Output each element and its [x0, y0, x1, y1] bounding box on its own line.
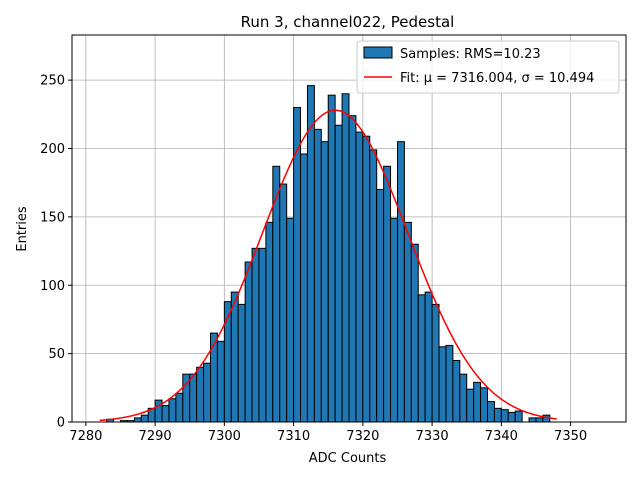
- histogram-bar: [223, 301, 232, 423]
- histogram-bar: [528, 417, 537, 423]
- histogram-bar: [175, 392, 184, 423]
- histogram-bar: [514, 410, 523, 423]
- histogram-bar: [334, 124, 343, 423]
- x-tick-label: 7290: [139, 429, 172, 444]
- legend-box: [356, 40, 620, 94]
- histogram-bar: [362, 135, 371, 423]
- histogram-bar: [493, 407, 502, 423]
- histogram-bar: [348, 115, 357, 423]
- histogram-bar: [154, 399, 163, 423]
- y-tick-label: 200: [40, 142, 65, 157]
- legend-swatch-samples: [363, 46, 393, 59]
- histogram-bar: [459, 373, 468, 423]
- x-tick-label: 7300: [208, 429, 241, 444]
- y-tick-label: 0: [57, 416, 65, 431]
- histogram-bar: [431, 303, 440, 423]
- x-tick-label: 7340: [485, 429, 518, 444]
- histogram-bar: [140, 414, 149, 423]
- x-tick-label: 7330: [416, 429, 449, 444]
- y-tick-label: 50: [48, 347, 65, 362]
- legend-label-samples: Samples: RMS=10.23: [400, 47, 541, 62]
- histogram-bar: [244, 261, 253, 423]
- histogram-bar: [424, 291, 433, 423]
- chart-title: Run 3, channel022, Pedestal: [241, 13, 455, 31]
- histogram-bar: [445, 344, 454, 423]
- histogram-bar: [210, 332, 218, 423]
- histogram-bar: [390, 217, 398, 423]
- histogram-bar: [189, 373, 198, 423]
- histogram-bar: [327, 94, 336, 423]
- x-tick-label: 7280: [69, 429, 102, 444]
- fit-curve: [99, 109, 557, 422]
- x-tick-label: 7350: [554, 429, 587, 444]
- histogram-bar: [265, 221, 274, 423]
- histogram-bar: [535, 417, 544, 423]
- histogram-bar: [452, 359, 461, 423]
- y-tick-label: 150: [40, 210, 65, 225]
- y-axis-label: Entries: [15, 206, 30, 252]
- histogram-bar: [258, 247, 267, 423]
- histogram-bar: [396, 141, 405, 423]
- histogram-bar: [383, 165, 392, 423]
- legend-label-fit: Fit: μ = 7316.004, σ = 10.494: [400, 71, 594, 86]
- histogram-bar: [203, 362, 211, 423]
- histogram-bar: [286, 217, 295, 423]
- histogram-bar: [438, 346, 447, 423]
- y-axis-ticks: 0 50 100 150 200 250: [40, 74, 72, 431]
- histogram-bar: [403, 221, 412, 423]
- histogram-bar: [168, 398, 177, 423]
- histogram-bar: [487, 400, 495, 423]
- histogram-bar: [320, 141, 329, 423]
- histogram-bar: [417, 294, 426, 423]
- x-axis-label: ADC Counts: [309, 451, 387, 466]
- legend: Samples: RMS=10.23 Fit: μ = 7316.004, σ …: [356, 40, 620, 94]
- histogram-bar: [251, 247, 260, 423]
- histogram-bar: [237, 303, 246, 423]
- histogram-bar: [133, 417, 142, 423]
- histogram-bar: [466, 388, 475, 423]
- x-tick-label: 7320: [346, 429, 379, 444]
- y-tick-label: 250: [40, 74, 65, 89]
- histogram-bar: [341, 93, 350, 423]
- x-tick-label: 7310: [277, 429, 310, 444]
- histogram-bar: [480, 387, 489, 423]
- y-tick-label: 100: [40, 279, 65, 294]
- histogram-bar: [216, 340, 225, 423]
- histogram-bar: [230, 291, 239, 423]
- histogram-bar: [369, 149, 378, 423]
- histogram-bars: [106, 85, 551, 423]
- histogram-bar: [300, 153, 308, 423]
- histogram-bar: [355, 131, 364, 423]
- x-axis-ticks: 7280 7290 7300 7310 7320 7330 7340 7350: [69, 422, 587, 444]
- histogram-bar: [410, 243, 419, 423]
- histogram-bar: [507, 411, 516, 423]
- axes-frame: [71, 34, 627, 423]
- histogram-bar: [279, 183, 288, 423]
- histogram-bar: [376, 189, 385, 423]
- histogram-bar: [313, 128, 322, 423]
- histogram-bar: [473, 381, 482, 423]
- histogram-bar: [500, 409, 509, 423]
- histogram-bar: [196, 366, 205, 423]
- histogram-bar: [306, 85, 315, 423]
- histogram-bar: [161, 405, 170, 423]
